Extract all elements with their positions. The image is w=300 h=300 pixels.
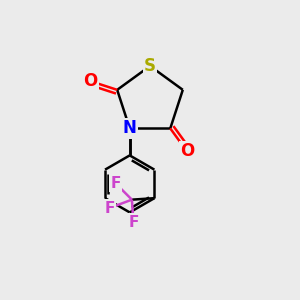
Text: F: F [104, 201, 115, 216]
Text: N: N [123, 119, 137, 137]
Text: O: O [180, 142, 194, 160]
Text: S: S [144, 57, 156, 75]
Text: O: O [83, 72, 97, 90]
Text: F: F [128, 215, 139, 230]
Text: F: F [110, 176, 121, 191]
